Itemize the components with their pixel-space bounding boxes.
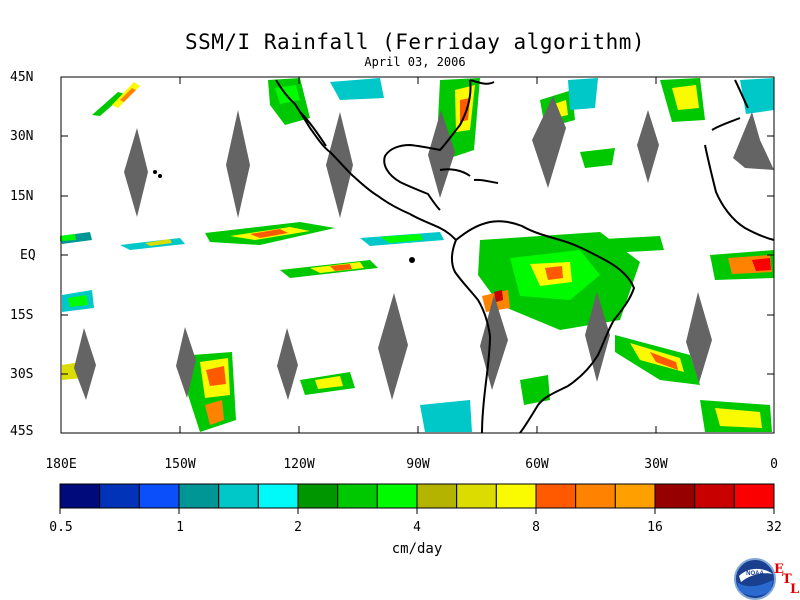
lat-label-eq: EQ bbox=[20, 248, 36, 263]
lat-label-30s: 30S bbox=[10, 367, 34, 382]
colorbar-swatch bbox=[654, 483, 696, 509]
data-gaps bbox=[74, 96, 774, 400]
etl-letter-e: E bbox=[774, 562, 784, 577]
colorbar-label-32: 32 bbox=[766, 520, 782, 535]
colorbar-swatch bbox=[297, 483, 339, 509]
etl-letter-t: T bbox=[782, 572, 792, 587]
lon-label-180e: 180E bbox=[45, 457, 77, 472]
noaa-logo-text: NOAA bbox=[746, 571, 764, 577]
rain-patch-south-pacific bbox=[62, 290, 355, 432]
colorbar-swatch bbox=[376, 483, 418, 509]
colorbar-swatch bbox=[337, 483, 378, 509]
colorbar-swatch bbox=[575, 483, 616, 509]
colorbar-swatch bbox=[535, 483, 577, 509]
etl-letter-l: L bbox=[790, 582, 800, 597]
colorbar-label-1: 1 bbox=[176, 520, 184, 535]
hawaii bbox=[153, 170, 415, 263]
colorbar-swatch bbox=[178, 483, 220, 509]
colorbar-swatch bbox=[218, 483, 259, 509]
map-title: SSM/I Rainfall (Ferriday algorithm) bbox=[184, 30, 645, 54]
lon-label-120w: 120W bbox=[283, 457, 315, 472]
colorbar-swatch bbox=[733, 483, 775, 509]
map-date: April 03, 2006 bbox=[364, 55, 466, 69]
colorbar-label-16: 16 bbox=[647, 520, 663, 535]
colorbar-units: cm/day bbox=[391, 541, 443, 557]
lat-label-15s: 15S bbox=[10, 308, 34, 323]
axis-ticks bbox=[60, 76, 774, 434]
lon-label-60w: 60W bbox=[525, 457, 549, 472]
colorbar-label-4: 4 bbox=[413, 520, 421, 535]
colorbar-label-8: 8 bbox=[532, 520, 540, 535]
lon-label-0: 0 bbox=[770, 457, 778, 472]
lat-label-45n: 45N bbox=[10, 70, 34, 85]
rain-patch-itcz-central bbox=[280, 232, 444, 278]
colorbar-swatch bbox=[694, 483, 735, 509]
rain-patch-north-pacific bbox=[92, 82, 140, 116]
colorbar-swatch bbox=[614, 483, 656, 509]
colorbar bbox=[59, 483, 775, 514]
lat-label-45s: 45S bbox=[10, 424, 34, 439]
colorbar-swatch bbox=[59, 483, 101, 509]
colorbar-swatch bbox=[99, 483, 140, 509]
lon-label-90w: 90W bbox=[406, 457, 430, 472]
colorbar-swatch bbox=[257, 483, 299, 509]
colorbar-label-0-5: 0.5 bbox=[49, 520, 73, 535]
coastlines bbox=[275, 79, 775, 434]
colorbar-swatch bbox=[495, 483, 537, 509]
rain-patch-south-atlantic bbox=[585, 236, 774, 432]
rain-patch-itcz-west bbox=[60, 222, 335, 250]
colorbar-swatch bbox=[416, 483, 458, 509]
lon-label-150w: 150W bbox=[164, 457, 196, 472]
lon-label-30w: 30W bbox=[644, 457, 668, 472]
noaa-logo: NOAA bbox=[734, 558, 776, 600]
colorbar-swatch bbox=[138, 483, 180, 509]
lat-label-30n: 30N bbox=[10, 129, 34, 144]
colorbar-swatch bbox=[456, 483, 497, 509]
lat-label-15n: 15N bbox=[10, 189, 34, 204]
colorbar-label-2: 2 bbox=[294, 520, 302, 535]
